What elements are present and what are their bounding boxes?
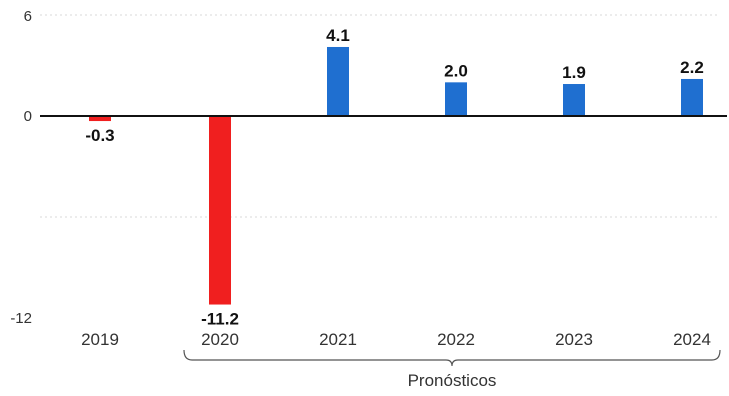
grid-lines xyxy=(40,14,719,218)
data-label: 4.1 xyxy=(326,26,350,45)
data-label: 2.2 xyxy=(680,58,704,77)
x-tick-label: 2021 xyxy=(319,330,357,349)
x-tick-label: 2023 xyxy=(555,330,593,349)
data-label: -11.2 xyxy=(201,310,239,329)
x-tick-label: 2019 xyxy=(81,330,119,349)
data-label: 1.9 xyxy=(562,63,586,82)
x-axis-categories: 2019 2020 2021 2022 2023 2024 xyxy=(81,330,711,349)
x-tick-label: 2024 xyxy=(673,330,711,349)
x-tick-label: 2020 xyxy=(201,330,239,349)
data-label: 2.0 xyxy=(444,61,468,80)
data-label: -0.3 xyxy=(85,126,114,145)
y-tick-label: 0 xyxy=(24,108,32,125)
y-tick-label: -12 xyxy=(10,310,32,327)
forecast-label: Pronósticos xyxy=(408,371,497,390)
bar-2021 xyxy=(327,46,349,116)
bar-2024 xyxy=(681,78,703,116)
y-tick-label: 6 xyxy=(24,8,32,25)
bars xyxy=(89,46,703,305)
data-labels: -0.3 -11.2 4.1 2.0 1.9 2.2 xyxy=(85,26,703,329)
bar-2022 xyxy=(445,82,467,116)
y-axis-ticks: 6 0 -12 xyxy=(10,8,32,327)
forecast-bracket xyxy=(183,349,721,367)
bar-2023 xyxy=(563,84,585,116)
bar-2020 xyxy=(209,116,231,305)
bar-2019 xyxy=(89,116,111,122)
x-tick-label: 2022 xyxy=(437,330,475,349)
